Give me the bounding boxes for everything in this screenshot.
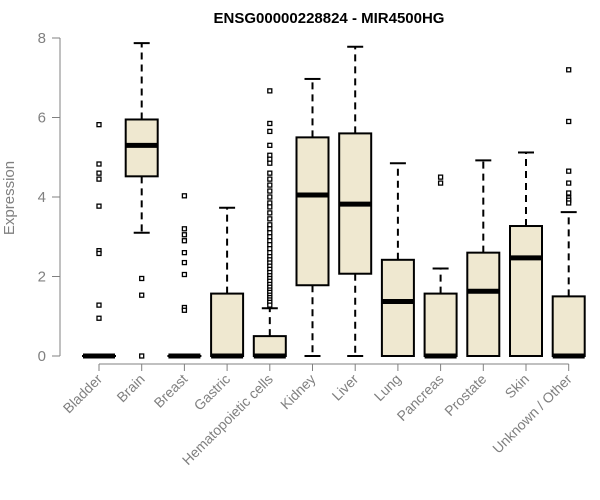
outlier-point: [139, 292, 145, 298]
box-breast: [167, 193, 202, 359]
outlier-point: [139, 275, 145, 282]
box-unknown-other: [551, 67, 586, 359]
outlier-point: [437, 174, 444, 180]
iqr-box: [252, 335, 287, 357]
y-tick-label: 8: [38, 30, 46, 47]
outlier-point: [96, 161, 102, 167]
outlier-point: [96, 315, 102, 321]
box-bladder: [82, 122, 116, 359]
outlier-point: [267, 204, 273, 210]
x-tick-label: Bladder: [60, 371, 106, 417]
x-tick-label: Pancreas: [394, 371, 447, 424]
outlier-point: [267, 188, 273, 194]
outlier-point: [437, 180, 444, 186]
outlier-point: [267, 176, 273, 182]
outlier-point: [181, 271, 188, 278]
iqr-box: [124, 118, 159, 178]
outlier-point: [139, 353, 145, 359]
box-prostate: [466, 159, 501, 357]
box-liver: [338, 45, 373, 357]
outlier-point: [566, 200, 572, 206]
box-pancreas: [423, 174, 458, 359]
x-tick-label: Prostate: [441, 371, 489, 419]
outlier-point: [267, 128, 273, 135]
box-hematopoietic-cells: [252, 88, 287, 359]
outlier-point: [267, 182, 273, 188]
iqr-box: [509, 225, 543, 357]
y-axis: 0 2 4 6 8: [38, 30, 61, 365]
outlier-point: [267, 302, 273, 308]
outlier-point: [181, 232, 188, 238]
iqr-box: [380, 258, 415, 357]
outlier-point: [96, 203, 102, 209]
x-tick-label: Lung: [371, 371, 404, 404]
outlier-point: [566, 118, 572, 125]
outlier-point: [267, 216, 273, 222]
outlier-point: [181, 259, 188, 266]
y-tick-label: 0: [38, 348, 46, 365]
outlier-point: [267, 142, 273, 148]
outlier-point: [96, 122, 102, 128]
box-gastric: [210, 206, 245, 359]
outlier-point: [267, 194, 273, 200]
boxes: [82, 42, 586, 359]
box-lung: [380, 162, 415, 357]
x-tick-label: Gastric: [191, 371, 234, 414]
x-tick-label: Unknown / Other: [489, 371, 575, 457]
chart-title: ENSG00000228824 - MIR4500HG: [214, 10, 445, 27]
iqr-box: [551, 295, 586, 357]
iqr-box: [466, 251, 501, 357]
y-tick-label: 4: [38, 189, 46, 206]
x-tick-label: Brain: [113, 371, 147, 405]
iqr-box: [295, 136, 330, 287]
outlier-point: [566, 190, 572, 196]
outlier-point: [181, 307, 188, 313]
outlier-point: [181, 249, 188, 256]
outlier-point: [96, 170, 102, 176]
iqr-box: [423, 292, 458, 357]
box-kidney: [295, 77, 330, 357]
outlier-point: [181, 238, 188, 244]
iqr-box: [210, 292, 245, 357]
outlier-point: [96, 250, 102, 257]
x-tick-label: Kidney: [277, 371, 319, 413]
outlier-point: [267, 88, 273, 94]
outlier-point: [267, 120, 273, 127]
outlier-point: [566, 180, 572, 186]
outlier-point: [267, 170, 273, 176]
outlier-point: [181, 226, 188, 232]
y-tick-label: 6: [38, 110, 46, 127]
x-tick-label: Skin: [502, 371, 533, 402]
y-tick-label: 2: [38, 269, 46, 286]
box-skin: [509, 151, 543, 357]
outlier-point: [96, 302, 102, 308]
y-axis-label: Expression: [1, 161, 18, 235]
outlier-point: [566, 168, 572, 174]
outlier-point: [96, 176, 102, 182]
outlier-point: [566, 67, 572, 73]
x-tick-label: Liver: [329, 371, 362, 404]
outlier-point: [267, 210, 273, 216]
outlier-point: [267, 160, 273, 166]
x-tick-label: Breast: [151, 371, 191, 411]
box-brain: [124, 42, 159, 359]
outlier-point: [181, 193, 188, 199]
